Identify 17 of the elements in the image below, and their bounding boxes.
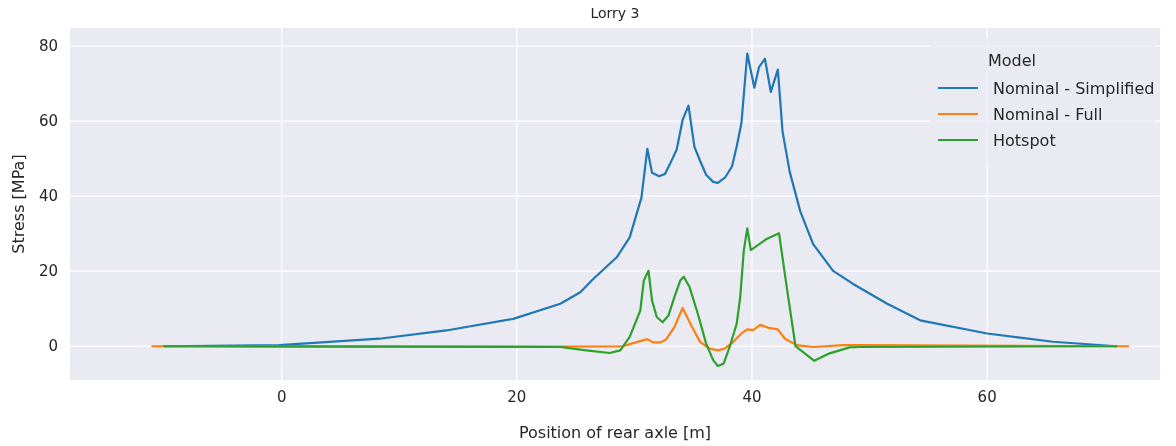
y-tick-label: 40 (38, 187, 58, 206)
legend-label: Hotspot (993, 131, 1056, 150)
x-tick-label: 60 (977, 388, 997, 406)
y-tick-label: 80 (38, 37, 58, 56)
legend-title: Model (987, 51, 1037, 70)
x-tick-label: 40 (742, 388, 762, 406)
x-tick-label: 20 (507, 388, 527, 406)
y-tick-label: 20 (38, 262, 58, 281)
y-tick-label: 0 (48, 337, 58, 356)
legend-label: Nominal - Full (993, 105, 1103, 124)
chart-title: Lorry 3 (590, 5, 640, 21)
x-tick-label: 0 (276, 388, 287, 406)
x-axis-title: Position of rear axle [m] (518, 423, 712, 442)
y-axis-title: Stress [MPa] (9, 154, 28, 254)
legend-label: Nominal - Simplified (993, 79, 1155, 98)
line-series (162, 227, 1118, 368)
y-tick-label: 60 (38, 112, 58, 131)
